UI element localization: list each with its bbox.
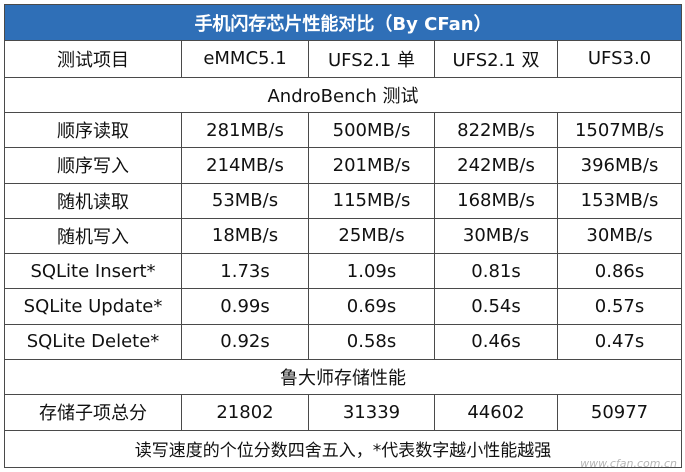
value-cell: 25MB/s	[308, 217, 435, 255]
section-title-ludashi: 鲁大师存储性能	[3, 358, 683, 396]
header-cell-emmc51: eMMC5.1	[181, 40, 309, 78]
value-cell: 0.54s	[434, 288, 558, 325]
table-row: SQLite Insert* 1.73s 1.09s 0.81s 0.86s	[4, 253, 683, 290]
table-title: 手机闪存芯片性能对比（By CFan）	[3, 3, 683, 42]
watermark: www.cfan.com.cn	[580, 457, 677, 470]
value-cell: 0.58s	[308, 323, 435, 361]
value-cell: 0.86s	[556, 253, 683, 290]
value-cell: 0.47s	[556, 323, 683, 361]
footnote-row: 读写速度的个位分数四舍五入，*代表数字越小性能越强	[3, 429, 683, 469]
value-cell: 242MB/s	[434, 147, 558, 184]
value-cell: 281MB/s	[181, 111, 309, 149]
value-cell: 822MB/s	[434, 111, 558, 149]
row-label: 随机读取	[4, 182, 182, 219]
header-row: 测试项目 eMMC5.1 UFS2.1 单 UFS2.1 双 UFS3.0	[4, 40, 683, 78]
table-row: 顺序写入 214MB/s 201MB/s 242MB/s 396MB/s	[4, 147, 683, 184]
value-cell: 1.73s	[181, 253, 309, 290]
value-cell: 0.57s	[556, 288, 683, 325]
section-row: AndroBench 测试	[3, 76, 683, 113]
row-label: SQLite Delete*	[4, 323, 182, 361]
table-row: SQLite Update* 0.99s 0.69s 0.54s 0.57s	[4, 288, 683, 325]
value-cell: 31339	[308, 394, 435, 431]
header-cell-ufs21-single: UFS2.1 单	[308, 40, 435, 78]
table-row: 存储子项总分 21802 31339 44602 50977	[4, 394, 683, 431]
value-cell: 50977	[556, 394, 683, 431]
value-cell: 214MB/s	[181, 147, 309, 184]
header-cell-ufs30: UFS3.0	[556, 40, 683, 78]
footnote: 读写速度的个位分数四舍五入，*代表数字越小性能越强	[3, 429, 683, 469]
value-cell: 168MB/s	[434, 182, 558, 219]
value-cell: 18MB/s	[181, 217, 309, 255]
value-cell: 115MB/s	[308, 182, 435, 219]
value-cell: 0.99s	[181, 288, 309, 325]
value-cell: 1.09s	[308, 253, 435, 290]
value-cell: 201MB/s	[308, 147, 435, 184]
table-row: 随机写入 18MB/s 25MB/s 30MB/s 30MB/s	[4, 217, 683, 255]
value-cell: 1507MB/s	[556, 111, 683, 149]
value-cell: 0.81s	[434, 253, 558, 290]
value-cell: 153MB/s	[556, 182, 683, 219]
row-label: 随机写入	[4, 217, 182, 255]
row-label: 顺序读取	[4, 111, 182, 149]
value-cell: 44602	[434, 394, 558, 431]
header-cell-ufs21-dual: UFS2.1 双	[434, 40, 558, 78]
value-cell: 30MB/s	[434, 217, 558, 255]
value-cell: 0.92s	[181, 323, 309, 361]
value-cell: 500MB/s	[308, 111, 435, 149]
value-cell: 30MB/s	[556, 217, 683, 255]
row-label: SQLite Update*	[4, 288, 182, 325]
comparison-table: 手机闪存芯片性能对比（By CFan） 测试项目 eMMC5.1 UFS2.1 …	[3, 3, 683, 469]
value-cell: 0.69s	[308, 288, 435, 325]
row-label: 存储子项总分	[4, 394, 182, 431]
section-title-androbench: AndroBench 测试	[3, 76, 683, 113]
value-cell: 0.46s	[434, 323, 558, 361]
row-label: 顺序写入	[4, 147, 182, 184]
section-row: 鲁大师存储性能	[3, 358, 683, 396]
table-row: 顺序读取 281MB/s 500MB/s 822MB/s 1507MB/s	[4, 111, 683, 149]
value-cell: 53MB/s	[181, 182, 309, 219]
row-label: SQLite Insert*	[4, 253, 182, 290]
value-cell: 21802	[181, 394, 309, 431]
value-cell: 396MB/s	[556, 147, 683, 184]
table-row: 随机读取 53MB/s 115MB/s 168MB/s 153MB/s	[4, 182, 683, 219]
table-row: SQLite Delete* 0.92s 0.58s 0.46s 0.47s	[4, 323, 683, 361]
header-cell-test-item: 测试项目	[4, 40, 182, 78]
